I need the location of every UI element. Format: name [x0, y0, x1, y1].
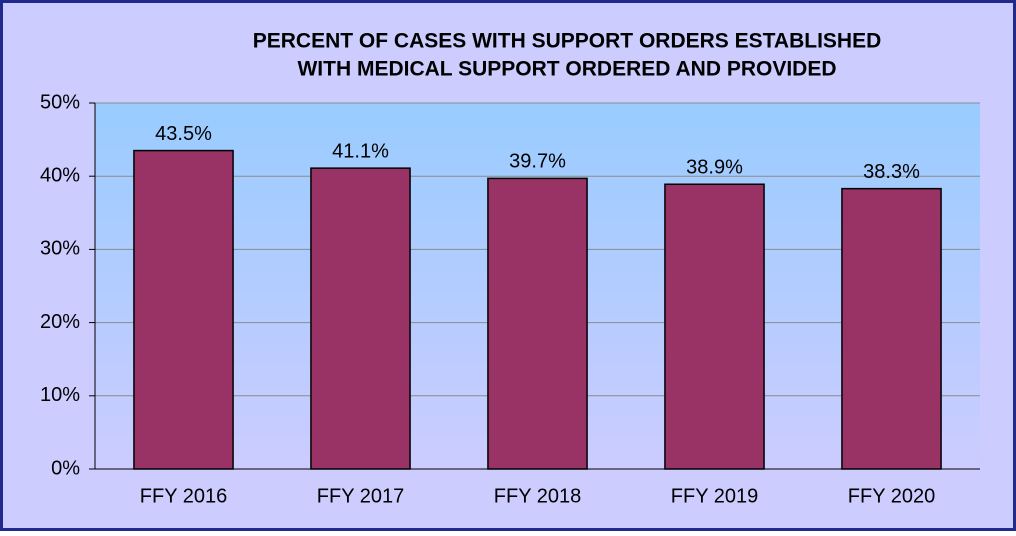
x-tick-label: FFY 2017 — [317, 485, 404, 507]
chart-title: PERCENT OF CASES WITH SUPPORT ORDERS EST… — [253, 30, 882, 53]
y-tick-label: 30% — [40, 238, 80, 260]
y-tick-label: 0% — [51, 457, 80, 479]
value-label: 39.7% — [509, 151, 566, 173]
value-label: 38.3% — [863, 161, 920, 183]
y-tick-label: 10% — [40, 384, 80, 406]
y-tick-label: 20% — [40, 311, 80, 333]
chart-title: WITH MEDICAL SUPPORT ORDERED AND PROVIDE… — [297, 58, 836, 81]
x-tick-label: FFY 2018 — [494, 485, 581, 507]
x-tick-label: FFY 2019 — [671, 485, 758, 507]
bar — [664, 183, 765, 470]
y-tick-label: 50% — [40, 91, 80, 113]
bar — [487, 177, 588, 470]
x-tick-label: FFY 2016 — [140, 485, 227, 507]
bar — [841, 187, 942, 470]
value-label: 41.1% — [332, 140, 389, 162]
value-label: 38.9% — [686, 157, 743, 179]
bar — [133, 149, 234, 470]
bar — [310, 167, 411, 470]
y-tick-label: 40% — [40, 164, 80, 186]
x-tick-label: FFY 2020 — [848, 485, 935, 507]
value-label: 43.5% — [155, 123, 212, 145]
